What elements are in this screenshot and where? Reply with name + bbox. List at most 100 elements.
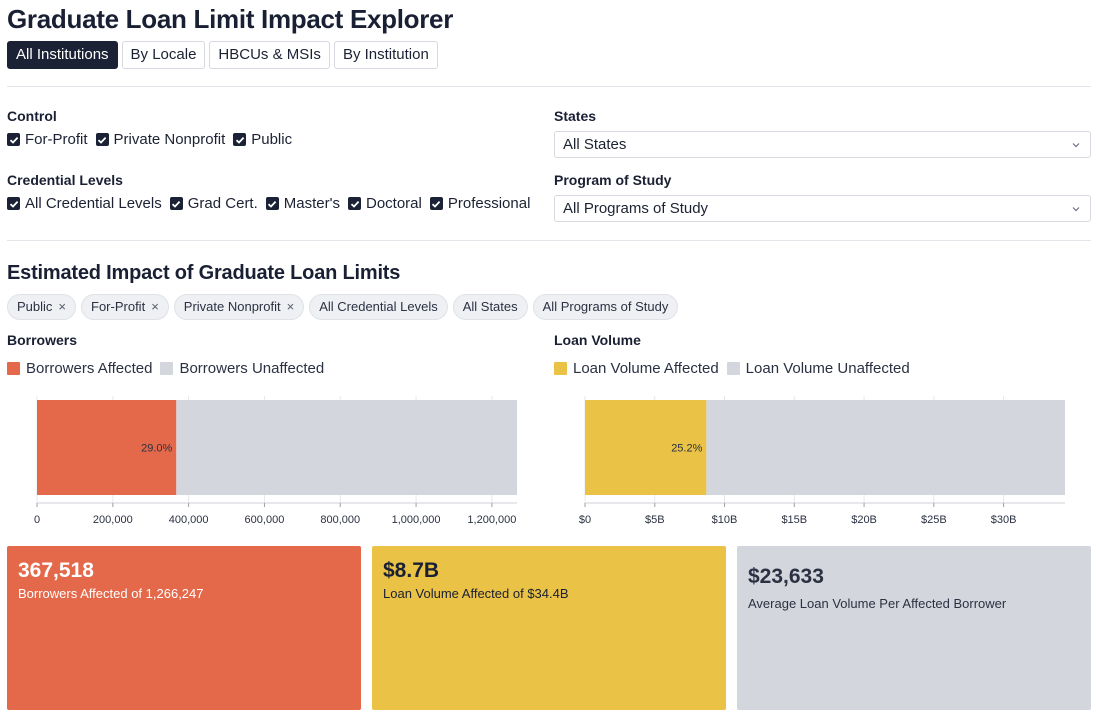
- pill-label: Private Nonprofit: [183, 299, 281, 314]
- tab-all-institutions[interactable]: All Institutions: [7, 41, 118, 69]
- borrowers-chart-title: Borrowers: [7, 332, 78, 348]
- states-label: States: [554, 108, 597, 124]
- checkbox-checked-icon[interactable]: [233, 133, 247, 146]
- program-of-study-select[interactable]: All Programs of Study: [554, 195, 1091, 222]
- legend-item-loan-volume-affected: Loan Volume Affected: [554, 360, 719, 377]
- bar-percentage-label: 25.2%: [671, 443, 702, 455]
- close-icon[interactable]: ×: [58, 299, 67, 314]
- checkbox-label: Public: [251, 131, 293, 148]
- x-axis-tick-label: $25B: [921, 514, 947, 526]
- average-loan-value: $23,633: [748, 565, 824, 588]
- states-select-value: All States: [563, 136, 627, 153]
- legend-item-loan-volume-unaffected: Loan Volume Unaffected: [726, 360, 910, 377]
- borrowers-bar-chart: 29.0% 0 200,000 400,000 600,000 800,000 1,000,…: [34, 396, 517, 526]
- loan-volume-affected-value: $8.7B: [383, 559, 440, 582]
- checkbox-professional[interactable]: Professional: [429, 195, 531, 212]
- bar-segment-affected: [585, 400, 707, 495]
- x-axis-tick-label: $0: [579, 514, 591, 526]
- pill-label: All Programs of Study: [542, 299, 669, 314]
- loan-volume-affected-caption: Loan Volume Affected of $34.4B: [383, 586, 569, 601]
- pill-label: All States: [462, 299, 518, 314]
- borrowers-legend: Borrowers Affected Borrowers Unaffected: [7, 360, 326, 377]
- control-checkboxes: For-Profit Private Nonprofit Public: [7, 131, 294, 148]
- checkbox-grad-cert[interactable]: Grad Cert.: [169, 195, 258, 212]
- checkbox-checked-icon[interactable]: [7, 133, 20, 146]
- tab-hbcus-msis[interactable]: HBCUs & MSIs: [209, 41, 330, 69]
- tab-by-locale[interactable]: By Locale: [121, 41, 206, 69]
- checkbox-label: Master's: [283, 195, 340, 212]
- credential-checkboxes: All Credential Levels Grad Cert. Master'…: [7, 195, 532, 212]
- legend-item-borrowers-unaffected: Borrowers Unaffected: [160, 360, 324, 377]
- checkbox-doctoral[interactable]: Doctoral: [348, 195, 422, 212]
- tab-by-institution[interactable]: By Institution: [333, 41, 438, 69]
- x-axis-tick-label: 400,000: [169, 514, 209, 526]
- checkbox-private-nonprofit[interactable]: Private Nonprofit: [95, 131, 226, 148]
- checkbox-checked-icon[interactable]: [265, 197, 279, 210]
- legend-item-borrowers-affected: Borrowers Affected: [7, 360, 152, 377]
- average-loan-card: $23,633 Average Loan Volume Per Affected…: [737, 546, 1091, 710]
- divider: [7, 86, 1091, 87]
- active-filter-pills: Public × For-Profit × Private Nonprofit …: [7, 294, 679, 320]
- close-icon[interactable]: ×: [151, 299, 159, 314]
- x-axis-tick-label: $10B: [712, 514, 738, 526]
- filter-pill-for-profit[interactable]: For-Profit ×: [81, 294, 169, 320]
- loan-volume-legend: Loan Volume Affected Loan Volume Unaffec…: [554, 360, 912, 377]
- chevron-down-icon: [1072, 207, 1080, 212]
- filter-pill-all-programs: All Programs of Study: [532, 294, 679, 320]
- checkbox-public[interactable]: Public: [233, 131, 292, 148]
- filter-pill-public[interactable]: Public ×: [7, 294, 77, 320]
- x-axis-tick-label: 200,000: [93, 514, 133, 526]
- checkbox-checked-icon[interactable]: [348, 197, 361, 210]
- bar-segment-unaffected: [706, 400, 1065, 495]
- view-tabs: All Institutions By Locale HBCUs & MSIs …: [7, 41, 438, 69]
- checkbox-for-profit[interactable]: For-Profit: [7, 131, 88, 148]
- divider: [7, 240, 1091, 241]
- x-axis-tick-label: 600,000: [245, 514, 285, 526]
- checkbox-label: Professional: [447, 195, 531, 212]
- x-axis-tick-label: 800,000: [320, 514, 360, 526]
- borrowers-affected-value: 367,518: [18, 559, 94, 582]
- x-axis-tick-label: $30B: [991, 514, 1017, 526]
- checkbox-checked-icon[interactable]: [169, 197, 183, 210]
- loan-volume-bar-chart: 25.2% $0 $5B $10B $15B $20B $25B $30B: [579, 396, 1065, 526]
- checkbox-checked-icon[interactable]: [95, 133, 109, 146]
- credential-levels-label: Credential Levels: [7, 172, 123, 188]
- legend-swatch: [7, 362, 20, 375]
- legend-swatch: [726, 362, 740, 375]
- loan-volume-affected-card: $8.7B Loan Volume Affected of $34.4B: [372, 546, 726, 710]
- filter-pill-all-states: All States: [452, 294, 528, 320]
- legend-swatch: [160, 362, 174, 375]
- legend-label: Borrowers Affected: [26, 360, 153, 377]
- chevron-down-icon: [1072, 143, 1080, 148]
- pill-label: All Credential Levels: [319, 299, 438, 314]
- checkbox-label: For-Profit: [25, 131, 88, 148]
- x-axis-tick-label: $5B: [645, 514, 665, 526]
- borrowers-affected-card: 367,518 Borrowers Affected of 1,266,247: [7, 546, 361, 710]
- control-label: Control: [7, 108, 57, 124]
- bar-segment-unaffected: [176, 400, 517, 495]
- checkbox-label: Grad Cert.: [187, 195, 258, 212]
- pill-label: Public: [17, 299, 53, 314]
- checkbox-checked-icon[interactable]: [429, 197, 443, 210]
- program-select-value: All Programs of Study: [563, 200, 709, 217]
- program-of-study-label: Program of Study: [554, 172, 672, 188]
- checkbox-masters[interactable]: Master's: [265, 195, 340, 212]
- x-axis-tick-label: $15B: [781, 514, 807, 526]
- bar-segment-affected: [37, 400, 177, 495]
- x-axis-tick-label: 0: [34, 514, 40, 526]
- x-axis-tick-label: $20B: [851, 514, 877, 526]
- legend-label: Loan Volume Unaffected: [745, 360, 910, 377]
- checkbox-label: Private Nonprofit: [113, 131, 226, 148]
- legend-label: Loan Volume Affected: [573, 360, 719, 377]
- checkbox-checked-icon[interactable]: [7, 197, 20, 210]
- checkbox-all-credential-levels[interactable]: All Credential Levels: [7, 195, 162, 212]
- x-axis-tick-label: 1,200,000: [467, 514, 516, 526]
- close-icon[interactable]: ×: [286, 299, 295, 314]
- impact-section-title: Estimated Impact of Graduate Loan Limits: [7, 262, 401, 284]
- filter-pill-all-credential-levels: All Credential Levels: [309, 294, 448, 320]
- states-select[interactable]: All States: [554, 131, 1091, 158]
- loan-volume-chart-title: Loan Volume: [554, 332, 641, 348]
- pill-label: For-Profit: [91, 299, 146, 314]
- filter-pill-private-nonprofit[interactable]: Private Nonprofit ×: [173, 294, 305, 320]
- borrowers-affected-caption: Borrowers Affected of 1,266,247: [18, 586, 204, 601]
